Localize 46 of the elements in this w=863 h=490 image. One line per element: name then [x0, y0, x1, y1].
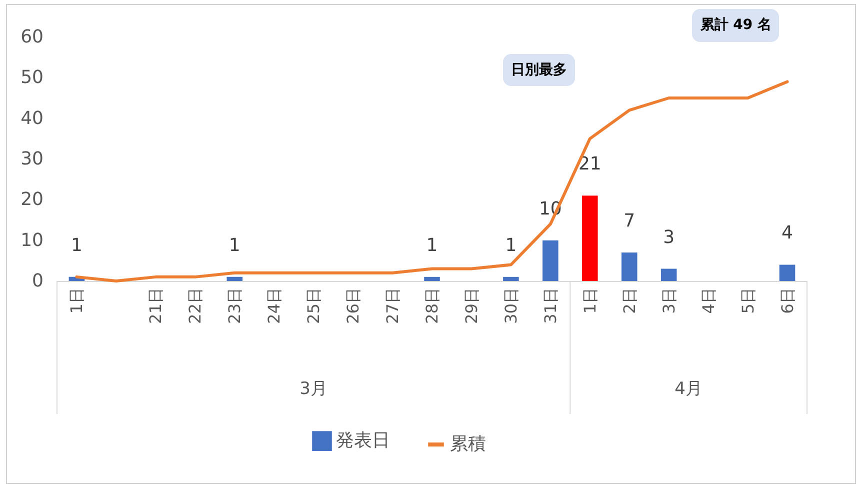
text: 3月	[300, 379, 328, 399]
bar	[542, 240, 558, 281]
y-tick-label: 20	[20, 189, 44, 210]
bar	[424, 276, 440, 281]
callout-box: 日別最多	[502, 54, 575, 86]
data-label: 1	[505, 234, 517, 256]
bar	[660, 268, 677, 281]
data-label: 1	[228, 234, 240, 256]
callout-box: 累計 49 名	[692, 9, 780, 42]
y-tick-label: 0	[32, 270, 44, 292]
y-tick-label: 40	[20, 108, 44, 129]
x-tick-label: 28日	[422, 288, 442, 324]
bar	[621, 252, 638, 281]
x-tick-label: 25日	[304, 288, 324, 324]
y-tick-label: 60	[20, 26, 44, 48]
x-tick-label: 27日	[383, 288, 402, 324]
x-tick-label: 5日	[738, 288, 758, 314]
x-tick-label: 26日	[344, 288, 363, 324]
text: 4月	[674, 379, 702, 399]
bar	[503, 276, 519, 281]
data-label: 3	[663, 226, 675, 248]
x-tick-label: 4日	[698, 288, 718, 314]
x-tick-label: 30日	[501, 288, 520, 324]
x-tick-label: 21日	[146, 288, 166, 324]
x-tick-label: 1日	[580, 288, 600, 314]
bar	[582, 196, 598, 281]
legend-label: 累積	[450, 434, 486, 454]
data-label: 1	[71, 234, 82, 256]
bar	[226, 276, 243, 281]
x-tick-label: 3日	[659, 288, 678, 314]
data-label: 4	[782, 222, 793, 244]
x-tick-label: 22日	[186, 288, 205, 324]
y-tick-label: 10	[20, 230, 44, 251]
y-tick-label: 30	[20, 148, 44, 170]
x-tick-label: 1日	[67, 288, 86, 314]
bar	[779, 264, 796, 281]
x-tick-label: 2日	[620, 288, 639, 314]
x-tick-label: 31日	[540, 288, 560, 324]
x-tick-label: 24日	[264, 288, 284, 324]
x-tick-label: 29日	[462, 288, 481, 324]
x-tick-label: 23日	[225, 288, 244, 324]
data-label: 1	[426, 234, 438, 256]
legend-label: 発表日	[336, 430, 390, 452]
data-label: 7	[624, 210, 636, 232]
x-tick-label: 6日	[778, 288, 797, 314]
y-tick-label: 50	[20, 67, 44, 88]
